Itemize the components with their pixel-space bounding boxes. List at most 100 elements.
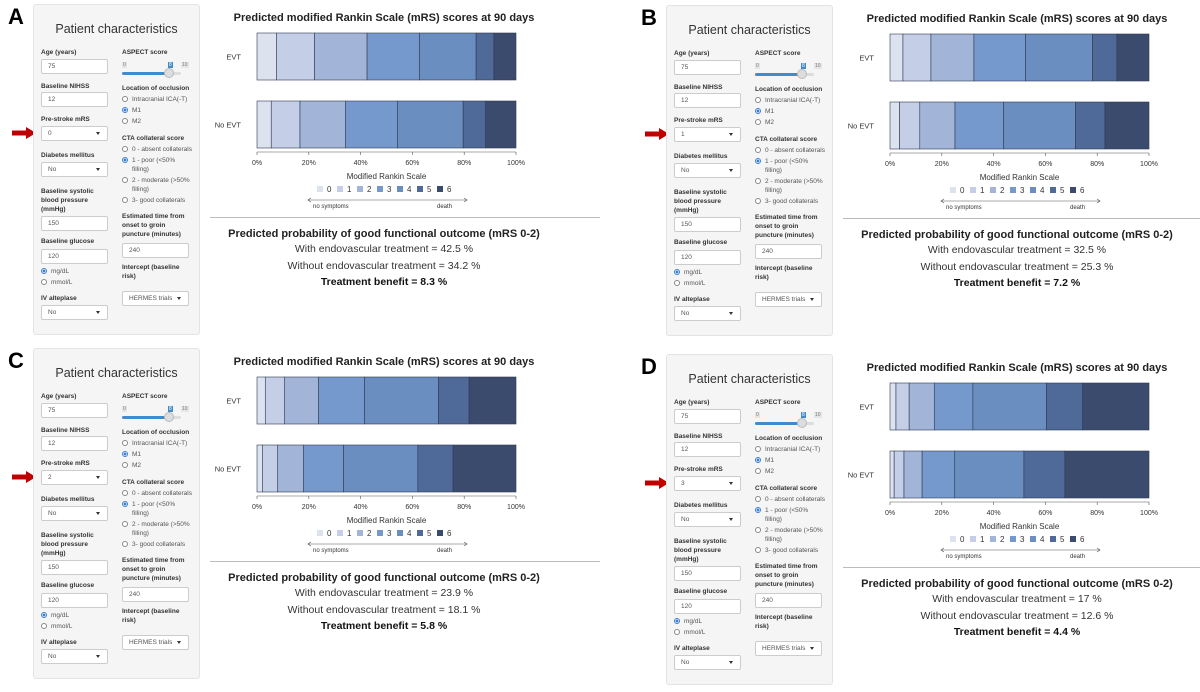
alteplase-select[interactable]: No xyxy=(674,306,741,321)
radio-icon[interactable] xyxy=(755,507,761,513)
time-input[interactable]: 240 xyxy=(755,244,822,259)
intercept-select[interactable]: HERMES trials xyxy=(755,292,822,307)
location-radio[interactable]: M1 xyxy=(755,107,774,116)
radio-icon[interactable] xyxy=(755,468,761,474)
aspect-slider[interactable]: 0 8 10 xyxy=(748,355,828,435)
radio-icon[interactable] xyxy=(755,178,761,184)
time-input[interactable]: 240 xyxy=(122,243,189,258)
radio-icon[interactable] xyxy=(755,97,761,103)
aspect-slider[interactable]: 0 8 10 xyxy=(115,5,195,85)
cta-radio[interactable]: 0 - absent collaterals xyxy=(755,146,825,155)
radio-icon[interactable] xyxy=(674,629,680,635)
cta-radio[interactable]: 2 - moderate (>50% xyxy=(755,177,823,186)
cta-radio[interactable]: 0 - absent collaterals xyxy=(122,145,192,154)
radio-icon[interactable] xyxy=(41,623,47,629)
radio-icon[interactable] xyxy=(122,521,128,527)
sbp-input[interactable]: 150 xyxy=(674,217,741,232)
slider-handle[interactable] xyxy=(797,418,807,428)
age-input[interactable]: 75 xyxy=(674,60,741,75)
radio-icon[interactable] xyxy=(122,451,128,457)
diabetes-select[interactable]: No xyxy=(41,506,108,521)
time-input[interactable]: 240 xyxy=(755,593,822,608)
glucose-unit-radio[interactable]: mmol/L xyxy=(674,279,705,288)
radio-icon[interactable] xyxy=(755,147,761,153)
alteplase-select[interactable]: No xyxy=(41,305,108,320)
location-radio[interactable]: M2 xyxy=(755,467,774,476)
glucose-input[interactable]: 120 xyxy=(41,593,108,608)
location-radio[interactable]: M2 xyxy=(122,461,141,470)
radio-icon[interactable] xyxy=(755,108,761,114)
location-radio[interactable]: M2 xyxy=(755,118,774,127)
age-input[interactable]: 75 xyxy=(674,409,741,424)
cta-radio[interactable]: 1 - poor (<50% xyxy=(755,157,808,166)
radio-icon[interactable] xyxy=(755,446,761,452)
alteplase-select[interactable]: No xyxy=(674,655,741,670)
radio-icon[interactable] xyxy=(122,462,128,468)
prestroke-mrs-select[interactable]: 1 xyxy=(674,127,741,142)
glucose-input[interactable]: 120 xyxy=(674,599,741,614)
nihss-input[interactable]: 12 xyxy=(41,92,108,107)
slider-handle[interactable] xyxy=(797,69,807,79)
location-radio[interactable]: M1 xyxy=(122,450,141,459)
radio-icon[interactable] xyxy=(41,612,47,618)
radio-icon[interactable] xyxy=(122,146,128,152)
glucose-unit-radio[interactable]: mg/dL xyxy=(41,611,69,620)
slider-track[interactable] xyxy=(122,68,181,78)
location-radio[interactable]: Intracranial ICA(-T) xyxy=(755,445,820,454)
cta-radio[interactable]: 1 - poor (<50% xyxy=(755,506,808,515)
radio-icon[interactable] xyxy=(122,157,128,163)
cta-radio[interactable]: 3- good collaterals xyxy=(122,540,185,549)
time-input[interactable]: 240 xyxy=(122,587,189,602)
radio-icon[interactable] xyxy=(122,490,128,496)
radio-icon[interactable] xyxy=(41,268,47,274)
glucose-unit-radio[interactable]: mmol/L xyxy=(41,622,72,631)
glucose-unit-radio[interactable]: mg/dL xyxy=(41,267,69,276)
radio-icon[interactable] xyxy=(674,280,680,286)
location-radio[interactable]: Intracranial ICA(-T) xyxy=(122,439,187,448)
radio-icon[interactable] xyxy=(122,501,128,507)
glucose-input[interactable]: 120 xyxy=(41,249,108,264)
radio-icon[interactable] xyxy=(122,177,128,183)
radio-icon[interactable] xyxy=(674,618,680,624)
cta-radio[interactable]: 0 - absent collaterals xyxy=(755,495,825,504)
aspect-slider[interactable]: 0 8 10 xyxy=(115,349,195,429)
slider-handle[interactable] xyxy=(164,68,174,78)
slider-handle[interactable] xyxy=(164,412,174,422)
sbp-input[interactable]: 150 xyxy=(41,560,108,575)
prestroke-mrs-select[interactable]: 0 xyxy=(41,126,108,141)
nihss-input[interactable]: 12 xyxy=(674,93,741,108)
radio-icon[interactable] xyxy=(755,547,761,553)
nihss-input[interactable]: 12 xyxy=(41,436,108,451)
intercept-select[interactable]: HERMES trials xyxy=(755,641,822,656)
radio-icon[interactable] xyxy=(755,119,761,125)
radio-icon[interactable] xyxy=(122,118,128,124)
slider-track[interactable] xyxy=(122,412,181,422)
slider-track[interactable] xyxy=(755,69,814,79)
aspect-slider[interactable]: 0 8 10 xyxy=(748,6,828,86)
radio-icon[interactable] xyxy=(755,457,761,463)
radio-icon[interactable] xyxy=(755,527,761,533)
intercept-select[interactable]: HERMES trials xyxy=(122,635,189,650)
cta-radio[interactable]: 2 - moderate (>50% xyxy=(122,176,190,185)
glucose-unit-radio[interactable]: mmol/L xyxy=(674,628,705,637)
intercept-select[interactable]: HERMES trials xyxy=(122,291,189,306)
radio-icon[interactable] xyxy=(122,96,128,102)
radio-icon[interactable] xyxy=(122,541,128,547)
radio-icon[interactable] xyxy=(755,496,761,502)
radio-icon[interactable] xyxy=(674,269,680,275)
radio-icon[interactable] xyxy=(755,198,761,204)
location-radio[interactable]: Intracranial ICA(-T) xyxy=(755,96,820,105)
prestroke-mrs-select[interactable]: 2 xyxy=(41,470,108,485)
glucose-input[interactable]: 120 xyxy=(674,250,741,265)
cta-radio[interactable]: 3- good collaterals xyxy=(755,197,818,206)
age-input[interactable]: 75 xyxy=(41,59,108,74)
diabetes-select[interactable]: No xyxy=(41,162,108,177)
cta-radio[interactable]: 2 - moderate (>50% xyxy=(755,526,823,535)
location-radio[interactable]: M2 xyxy=(122,117,141,126)
glucose-unit-radio[interactable]: mg/dL xyxy=(674,617,702,626)
slider-track[interactable] xyxy=(755,418,814,428)
diabetes-select[interactable]: No xyxy=(674,512,741,527)
radio-icon[interactable] xyxy=(122,107,128,113)
alteplase-select[interactable]: No xyxy=(41,649,108,664)
cta-radio[interactable]: 1 - poor (<50% xyxy=(122,500,175,509)
